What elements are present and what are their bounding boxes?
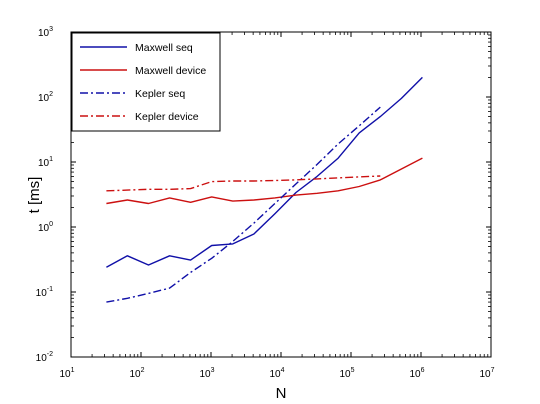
legend-label: Kepler device	[135, 111, 199, 123]
x-tick-label: 105	[339, 367, 354, 380]
y-tick-label: 10-2	[36, 351, 53, 364]
legend-label: Maxwell seq	[135, 42, 193, 54]
y-tick-label: 101	[38, 156, 53, 169]
legend-box	[71, 32, 221, 132]
x-tick-label: 104	[269, 367, 284, 380]
x-tick-label: 101	[59, 367, 74, 380]
x-tick-label: 102	[129, 367, 144, 380]
x-tick-label: 107	[479, 367, 494, 380]
legend: Maxwell seq Maxwell device Kepler seq Keple…	[71, 32, 221, 132]
series-line-maxwell-device	[106, 157, 423, 205]
series-line-maxwell-seq	[106, 76, 423, 268]
x-tick-label: 103	[199, 367, 214, 380]
y-tick-label: 100	[38, 221, 53, 234]
y-tick-label: 102	[38, 91, 53, 104]
legend-label: Kepler seq	[135, 88, 185, 100]
series-line-kepler-device	[106, 175, 381, 192]
y-tick-label: 103	[38, 26, 53, 39]
series-layer	[106, 76, 423, 303]
y-axis-label: t [ms]	[26, 177, 43, 214]
legend-items: Maxwell seq Maxwell device Kepler seq Keple…	[80, 42, 206, 123]
x-axis-label: N	[276, 385, 287, 402]
legend-label: Maxwell device	[135, 65, 206, 77]
x-tick-label: 106	[409, 367, 424, 380]
y-tick-label: 10-1	[36, 286, 53, 299]
